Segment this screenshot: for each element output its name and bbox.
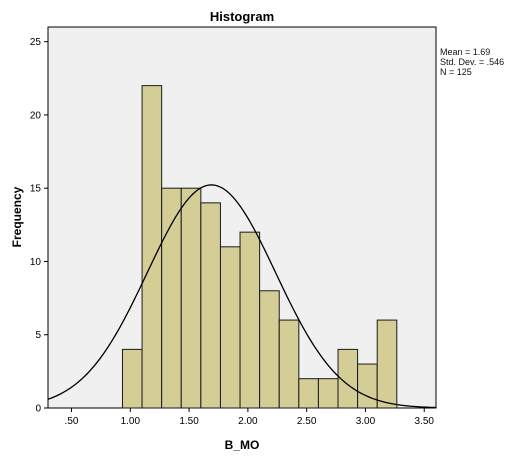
x-tick-label: 2.00 <box>238 416 258 427</box>
y-axis: 0 5 10 15 20 25 <box>30 37 48 415</box>
y-tick-label: 20 <box>30 110 42 121</box>
histogram-bar <box>219 246 241 409</box>
x-tick-label: 3.50 <box>415 416 435 427</box>
histogram-bar <box>278 319 300 409</box>
y-tick-label: 0 <box>35 404 41 415</box>
bars-group <box>121 85 398 409</box>
histogram-bar <box>180 187 202 409</box>
histogram-bar <box>200 202 221 409</box>
x-axis: .50 1.00 1.50 2.00 2.50 3.00 3.50 <box>65 408 435 427</box>
normal-curve <box>47 184 437 409</box>
x-tick-label: 1.00 <box>121 416 141 427</box>
histogram-bar <box>161 187 182 409</box>
histogram-bar <box>239 231 261 409</box>
stats-box: Mean = 1.69 Std. Dev. = .546 N = 125 <box>440 47 504 77</box>
histogram-bar <box>357 363 378 409</box>
y-tick-label: 15 <box>30 184 42 195</box>
x-tick-label: 1.50 <box>179 416 199 427</box>
x-tick-label: 3.00 <box>356 416 376 427</box>
y-tick-label: 5 <box>35 330 41 341</box>
histogram-bar <box>141 85 163 409</box>
stat-mean: Mean = 1.69 <box>440 47 491 57</box>
x-tick-label: .50 <box>65 416 79 427</box>
x-axis-label: B_MO <box>225 438 260 452</box>
histogram-bar <box>317 378 339 409</box>
histogram-bar <box>259 290 280 409</box>
stat-n: N = 125 <box>440 67 472 77</box>
histogram-bar <box>298 378 319 409</box>
y-tick-label: 10 <box>30 257 42 268</box>
histogram-bar <box>376 319 398 409</box>
x-tick-label: 2.50 <box>297 416 317 427</box>
y-axis-label: Frequency <box>10 186 24 247</box>
y-tick-label: 25 <box>30 37 42 48</box>
histogram-bar <box>121 348 143 409</box>
chart-title: Histogram <box>210 9 274 24</box>
stat-std-dev: Std. Dev. = .546 <box>440 57 505 67</box>
